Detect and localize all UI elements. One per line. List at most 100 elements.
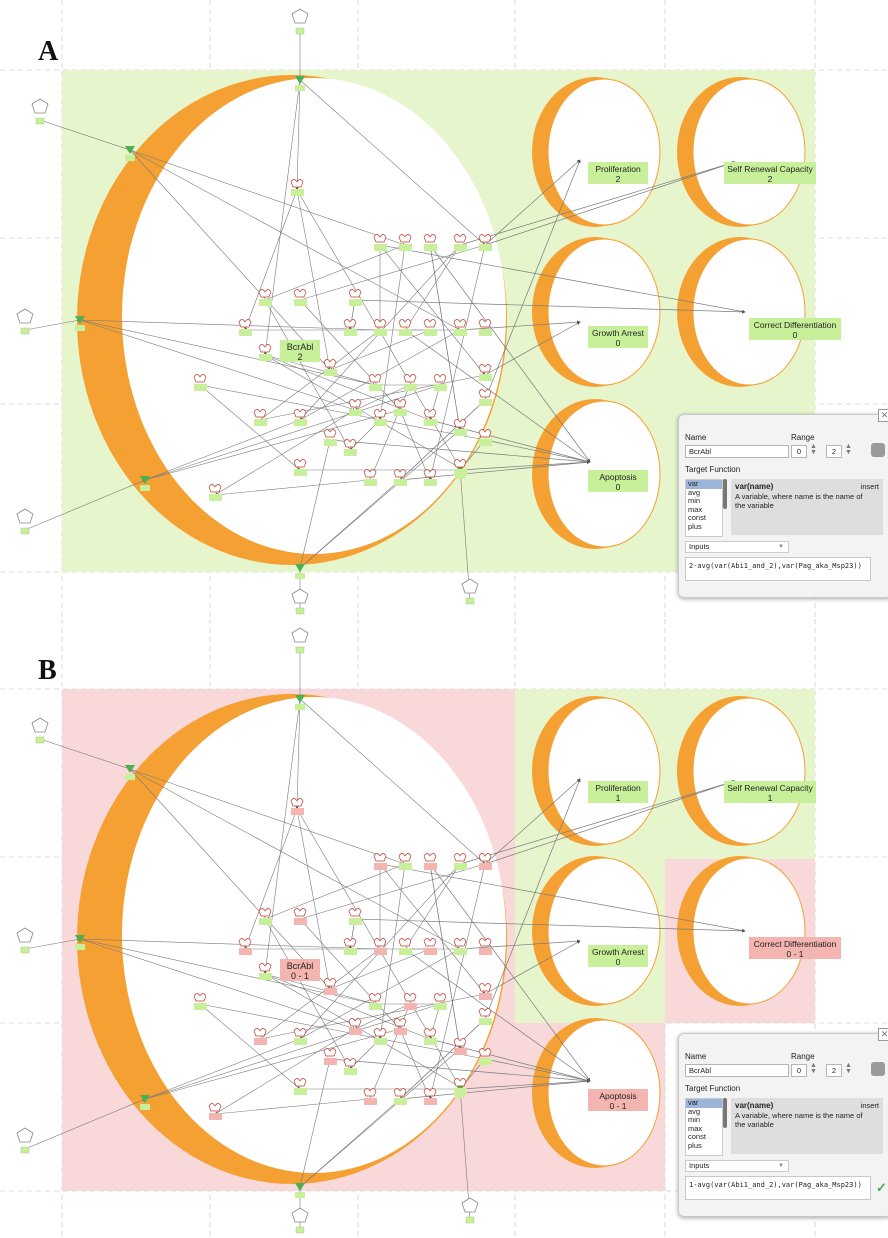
gene-node-icon [433, 374, 447, 391]
gene-node-icon [323, 429, 337, 446]
entry-triangle-icon [140, 476, 150, 491]
input-node-icon [291, 627, 309, 654]
function-list-item[interactable]: const [688, 1132, 706, 1142]
outcome-value: 0 [793, 330, 798, 340]
function-list-item[interactable]: plus [688, 521, 702, 531]
outcome-badge-proliferation [588, 162, 648, 184]
gene-node-icon [373, 853, 387, 870]
expression-input[interactable]: 1-avg(var(Abi1_and_2),var(Pag_aka_Msp23)… [685, 1176, 871, 1200]
gene-node-icon [323, 359, 337, 376]
function-list-item[interactable]: var [686, 1098, 722, 1108]
gene-node-icon [423, 853, 437, 870]
range-max-input[interactable]: 2 [826, 445, 842, 458]
entry-triangle-icon [125, 146, 135, 161]
input-node-icon [461, 578, 479, 605]
apply-button[interactable] [871, 1062, 885, 1076]
input-node-icon [291, 8, 309, 35]
gene-node-icon [258, 344, 272, 361]
range-min-input[interactable]: 0 [791, 445, 807, 458]
gene-node-icon [368, 374, 382, 391]
panel-a: BcrAbl 2 Proliferation 2 Self Renewal Capaci… [0, 0, 888, 619]
range-label: Range [791, 433, 815, 442]
function-list-item[interactable]: min [688, 1115, 701, 1125]
node-editor-panel: ✕ Name BcrAbl Range 0 ▲ ▼ 2 ▲ ▼ Target Fun… [678, 409, 888, 598]
inputs-select[interactable]: Inputs ▼ [685, 541, 789, 553]
inputs-select[interactable]: Inputs ▼ [685, 1160, 789, 1172]
close-icon[interactable]: ✕ [878, 1028, 888, 1041]
outcome-name: Growth Arrest [592, 947, 645, 957]
gene-node-icon [293, 459, 307, 476]
range-max-spinner-icon[interactable]: ▲ ▼ [845, 443, 852, 456]
gene-node-icon [453, 938, 467, 955]
gene-node-icon [373, 234, 387, 251]
gene-node-icon [453, 419, 467, 436]
outcome-value: 0 [616, 482, 621, 492]
outcome-value: 0 [616, 957, 621, 967]
gene-node-icon [423, 234, 437, 251]
outcome-circle-self-renewal [677, 77, 806, 227]
function-list-item[interactable]: min [688, 496, 701, 506]
name-input[interactable]: BcrAbl [685, 445, 789, 458]
range-min-spinner-icon[interactable]: ▲ ▼ [810, 1062, 817, 1075]
outcome-value: 0 - 1 [786, 949, 803, 959]
function-list-item[interactable]: plus [688, 1140, 702, 1150]
function-title: var(name) [735, 482, 774, 491]
function-list-item[interactable]: max [688, 504, 703, 514]
gene-node-icon [238, 319, 252, 336]
insert-button[interactable]: insert [860, 1101, 879, 1110]
entry-triangle-icon [125, 765, 135, 780]
gene-node-icon [453, 1038, 467, 1055]
range-max-input[interactable]: 2 [826, 1064, 842, 1077]
name-input[interactable]: BcrAbl [685, 1064, 789, 1077]
gene-node-icon [343, 1058, 357, 1075]
insert-button[interactable]: insert [860, 482, 879, 491]
node-editor-panel: ✕ Name BcrAbl Range 0 ▲ ▼ 2 ▲ ▼ Target Fun… [678, 1028, 888, 1217]
entry-triangle-icon [140, 1095, 150, 1110]
range-min-input[interactable]: 0 [791, 1064, 807, 1077]
function-list-item[interactable]: max [688, 1123, 703, 1133]
gene-node-icon [238, 938, 252, 955]
panel-label: A [38, 36, 59, 67]
range-label: Range [791, 1052, 815, 1061]
gene-node-icon [253, 1028, 267, 1045]
range-max-spinner-icon[interactable]: ▲ ▼ [845, 1062, 852, 1075]
edges [24, 649, 746, 1229]
gene-node-icon [478, 234, 492, 251]
panel-label: B [38, 655, 57, 686]
expression-input[interactable]: 2-avg(var(Abi1_and_2),var(Pag_aka_Msp23)… [685, 557, 871, 581]
bcrabl-node-badge [280, 959, 320, 981]
function-list-scrollbar[interactable] [723, 1098, 727, 1128]
outcome-name: Correct Differentiation [754, 939, 837, 949]
outcome-name: Growth Arrest [592, 328, 645, 338]
function-list[interactable]: var avg min max const plus [685, 479, 723, 537]
gene-node-icon [423, 409, 437, 426]
gene-node-icon [363, 469, 377, 486]
function-list-item[interactable]: avg [688, 487, 701, 497]
function-list-item[interactable]: var [686, 479, 722, 489]
function-list-scrollbar[interactable] [723, 479, 727, 509]
bcrabl-node-name: BcrAbl [287, 342, 314, 352]
gene-node-icon [453, 853, 467, 870]
gene-node-icon [290, 179, 304, 196]
function-list-item[interactable]: const [688, 513, 706, 523]
gene-node-icon [478, 429, 492, 446]
apply-button[interactable] [871, 443, 885, 457]
gene-node-icon [393, 1088, 407, 1105]
outcome-value: 1 [768, 793, 773, 803]
function-list[interactable]: var avg min max const plus [685, 1098, 723, 1156]
outcome-name: Proliferation [595, 783, 641, 793]
gene-node-icon [368, 993, 382, 1010]
range-min-spinner-icon[interactable]: ▲ ▼ [810, 443, 817, 456]
input-node-icon [16, 1127, 34, 1154]
gene-node-icon [398, 938, 412, 955]
check-icon[interactable]: ✓ [876, 1180, 887, 1195]
gene-node-icon [478, 364, 492, 381]
close-icon[interactable]: ✕ [878, 409, 888, 422]
function-list-item[interactable]: avg [688, 1106, 701, 1116]
gene-node-icon [393, 399, 407, 416]
outcome-value: 1 [616, 793, 621, 803]
outcome-name: Self Renewal Capacity [727, 164, 813, 174]
gene-node-icon [348, 908, 362, 925]
gene-node-icon [403, 374, 417, 391]
